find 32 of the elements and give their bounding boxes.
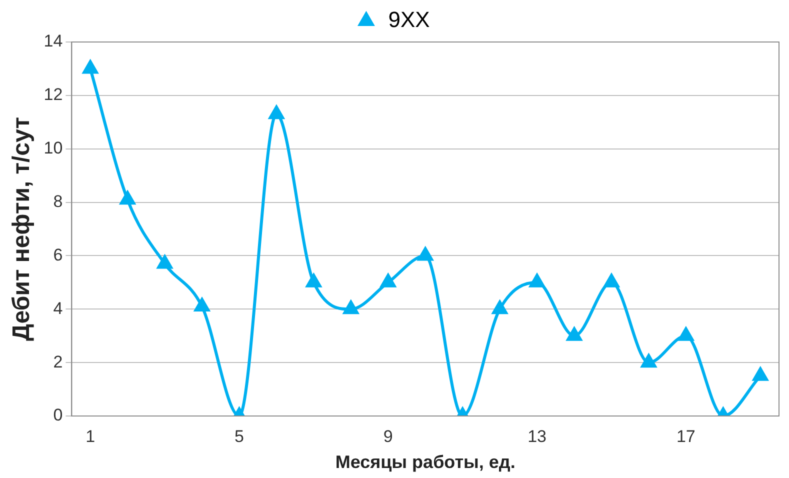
point [268, 106, 284, 120]
point [120, 191, 136, 205]
y-axis-title: Дебит нефти, т/сут [8, 116, 36, 341]
x-tick-label: 9 [383, 426, 393, 446]
point [566, 327, 582, 341]
point [343, 300, 358, 314]
point [529, 274, 545, 288]
point [306, 274, 322, 288]
y-tick-label: 0 [53, 406, 63, 425]
legend-label: 9XX [388, 7, 430, 32]
point [380, 274, 396, 288]
point [752, 367, 768, 381]
point [418, 247, 433, 261]
y-tick-label: 10 [44, 138, 63, 158]
point [194, 298, 210, 312]
x-tick-label: 5 [234, 426, 244, 446]
point [604, 274, 620, 288]
y-tick-label: 12 [44, 85, 63, 104]
y-tick-label: 8 [53, 192, 63, 211]
point [157, 255, 172, 269]
point [678, 327, 694, 341]
point [492, 300, 508, 314]
point [82, 60, 98, 74]
y-tick-label: 6 [53, 245, 63, 264]
y-tick-label: 2 [53, 352, 63, 372]
y-tick-label: 4 [53, 298, 63, 318]
x-axis-title: Месяцы работы, ед. [335, 452, 516, 472]
x-tick-label: 1 [86, 426, 96, 446]
y-tick-label: 14 [44, 32, 63, 51]
x-tick-label: 13 [528, 426, 546, 446]
point [641, 354, 656, 368]
x-tick-label: 17 [676, 426, 696, 446]
